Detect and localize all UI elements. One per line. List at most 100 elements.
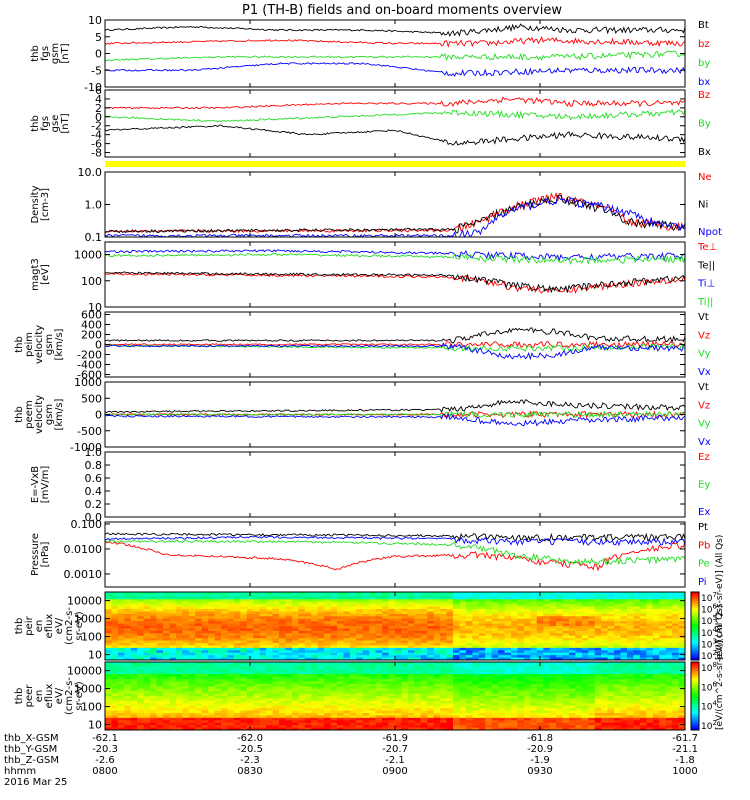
legend-entry: Ni: [698, 200, 708, 211]
legend: Vt Vz Vy Vx: [698, 382, 711, 448]
panel-frame: [104, 451, 686, 518]
y-tick-label: 2: [95, 102, 102, 115]
legend-entry: Vz: [698, 400, 710, 411]
series-Vx: [104, 413, 686, 427]
y-tick-label: -5: [91, 64, 102, 77]
legend-entry: Vt: [698, 312, 709, 323]
x-axis-value: -2.6: [95, 755, 115, 766]
svg-text:gsm: gsm: [50, 43, 61, 64]
series-Te⊥: [104, 272, 686, 295]
svg-text:[km/s]: [km/s]: [54, 398, 65, 430]
legend-entry: Ne: [698, 172, 712, 183]
svg-text:(cm2-s-: (cm2-s-: [64, 607, 75, 645]
y-axis-label: thb peir en eflux eV/(cm2-s-sr-eV): [14, 607, 85, 645]
y-tick-label: 0: [95, 409, 102, 422]
y-tick-label: -2: [91, 120, 102, 133]
legend-entry: Bx: [698, 147, 711, 158]
y-tick-label: 1000: [74, 249, 102, 262]
y-axis-label: thb fgs gsm [nT]: [30, 43, 71, 64]
svg-text:sr-eV): sr-eV): [74, 611, 85, 640]
legend: Te⊥ Te|| Ti⊥ Ti||: [697, 242, 717, 308]
legend-entry: Vt: [698, 382, 709, 393]
quality-flag-bar: [105, 161, 685, 167]
colorbar-label: [eV/(cm^2-s-sr-eV)] (All Qs): [715, 605, 725, 730]
svg-text:thb: thb: [14, 406, 25, 423]
panel-frame: [104, 521, 686, 588]
x-axis-value: 1000: [672, 766, 697, 777]
y-tick-label: -10: [84, 81, 102, 94]
legend: Ne Ni Npot: [698, 172, 722, 238]
svg-text:thb: thb: [30, 115, 41, 132]
y-tick-label: -500: [77, 425, 102, 438]
y-tick-label: 10.0: [78, 166, 103, 179]
y-tick-label: -200: [77, 349, 102, 362]
heatmap-cells: [105, 592, 686, 661]
series-Bz: [105, 96, 686, 110]
x-axis-labels: thb_X-GSM -62.1 -62.0 -61.9 -61.8 -61.7 thb_Y-…: [4, 733, 698, 788]
x-axis-value: -20.9: [527, 744, 553, 755]
x-axis-value: -61.9: [382, 733, 408, 744]
series-Pi: [104, 535, 686, 547]
svg-text:[nT]: [nT]: [60, 43, 71, 63]
y-tick-label: -8: [91, 147, 102, 160]
legend-entry: By: [698, 119, 711, 130]
svg-text:fgs: fgs: [40, 46, 51, 61]
svg-text:gse: gse: [50, 115, 61, 133]
x-axis-value: -2.1: [385, 755, 405, 766]
series-Ne: [104, 192, 686, 234]
y-tick-label: 1.0: [85, 446, 103, 459]
legend: Ez Ey Ex: [698, 452, 710, 518]
svg-text:magt3: magt3: [30, 258, 41, 291]
svg-text:eV/: eV/: [54, 617, 65, 634]
x-axis-value: -20.3: [92, 744, 118, 755]
legend-entry: Te⊥: [697, 242, 717, 253]
y-tick-label: -1000: [70, 441, 102, 454]
svg-text:Pressure: Pressure: [30, 533, 41, 576]
y-tick-label: 0.2: [85, 498, 103, 511]
x-axis-row-label: thb_Y-GSM: [4, 744, 57, 755]
series-bx: [104, 62, 686, 78]
y-tick-label: 0.100: [71, 518, 103, 531]
y-tick-label: 0.0010: [64, 568, 103, 581]
series-Vz: [104, 340, 686, 349]
series-Vx: [104, 342, 686, 361]
svg-text:en: en: [34, 620, 45, 633]
y-tick-label: 10000: [67, 665, 102, 678]
y-tick-label: 0.8: [85, 459, 103, 472]
y-axis-label: thb peer en eflux eV/(cm2-s-sr-eV): [14, 677, 85, 715]
series-Ti⊥: [104, 249, 686, 262]
y-axis-label: Density [cm-3]: [30, 185, 51, 223]
legend-entry: Vx: [698, 367, 711, 378]
legend-entry: Vy: [698, 419, 711, 430]
legend-entry: Pb: [698, 540, 710, 551]
y-tick-label: 0.4: [85, 485, 103, 498]
svg-text:peir: peir: [24, 615, 35, 635]
legend-entry: Vz: [698, 330, 710, 341]
legend-entry: Pt: [698, 522, 708, 533]
x-axis-value: -62.1: [92, 733, 118, 744]
y-ticks: 1.00.80.60.40.20.0: [85, 446, 686, 524]
legend: Pt Pb Pe Pi: [698, 522, 710, 588]
x-axis-value: -1.9: [530, 755, 550, 766]
svg-text:[nPa]: [nPa]: [40, 541, 51, 567]
y-ticks: 10000 1000 100 10: [67, 662, 686, 732]
svg-text:E=-VxB: E=-VxB: [30, 466, 41, 503]
svg-text:[km/s]: [km/s]: [54, 328, 65, 360]
svg-text:velocity: velocity: [34, 395, 45, 434]
legend: Bt bz by bx: [698, 20, 710, 88]
y-ticks: 10000 1000 100 10: [67, 592, 686, 662]
y-tick-label: 600: [81, 309, 102, 322]
y-ticks: 10 5 0 -5 -10: [84, 14, 686, 94]
y-ticks: 1000 500 0 -500 -1000: [70, 376, 686, 454]
svg-text:fgs: fgs: [40, 116, 51, 131]
y-tick-label: 10: [88, 301, 102, 314]
x-axis-value: 0830: [237, 766, 262, 777]
series-Pe: [104, 539, 686, 566]
y-tick-label: 1.0: [85, 199, 103, 212]
legend-entry: Npot: [698, 227, 722, 238]
y-axis-label: thb peim velocity gsm [km/s]: [14, 325, 65, 364]
